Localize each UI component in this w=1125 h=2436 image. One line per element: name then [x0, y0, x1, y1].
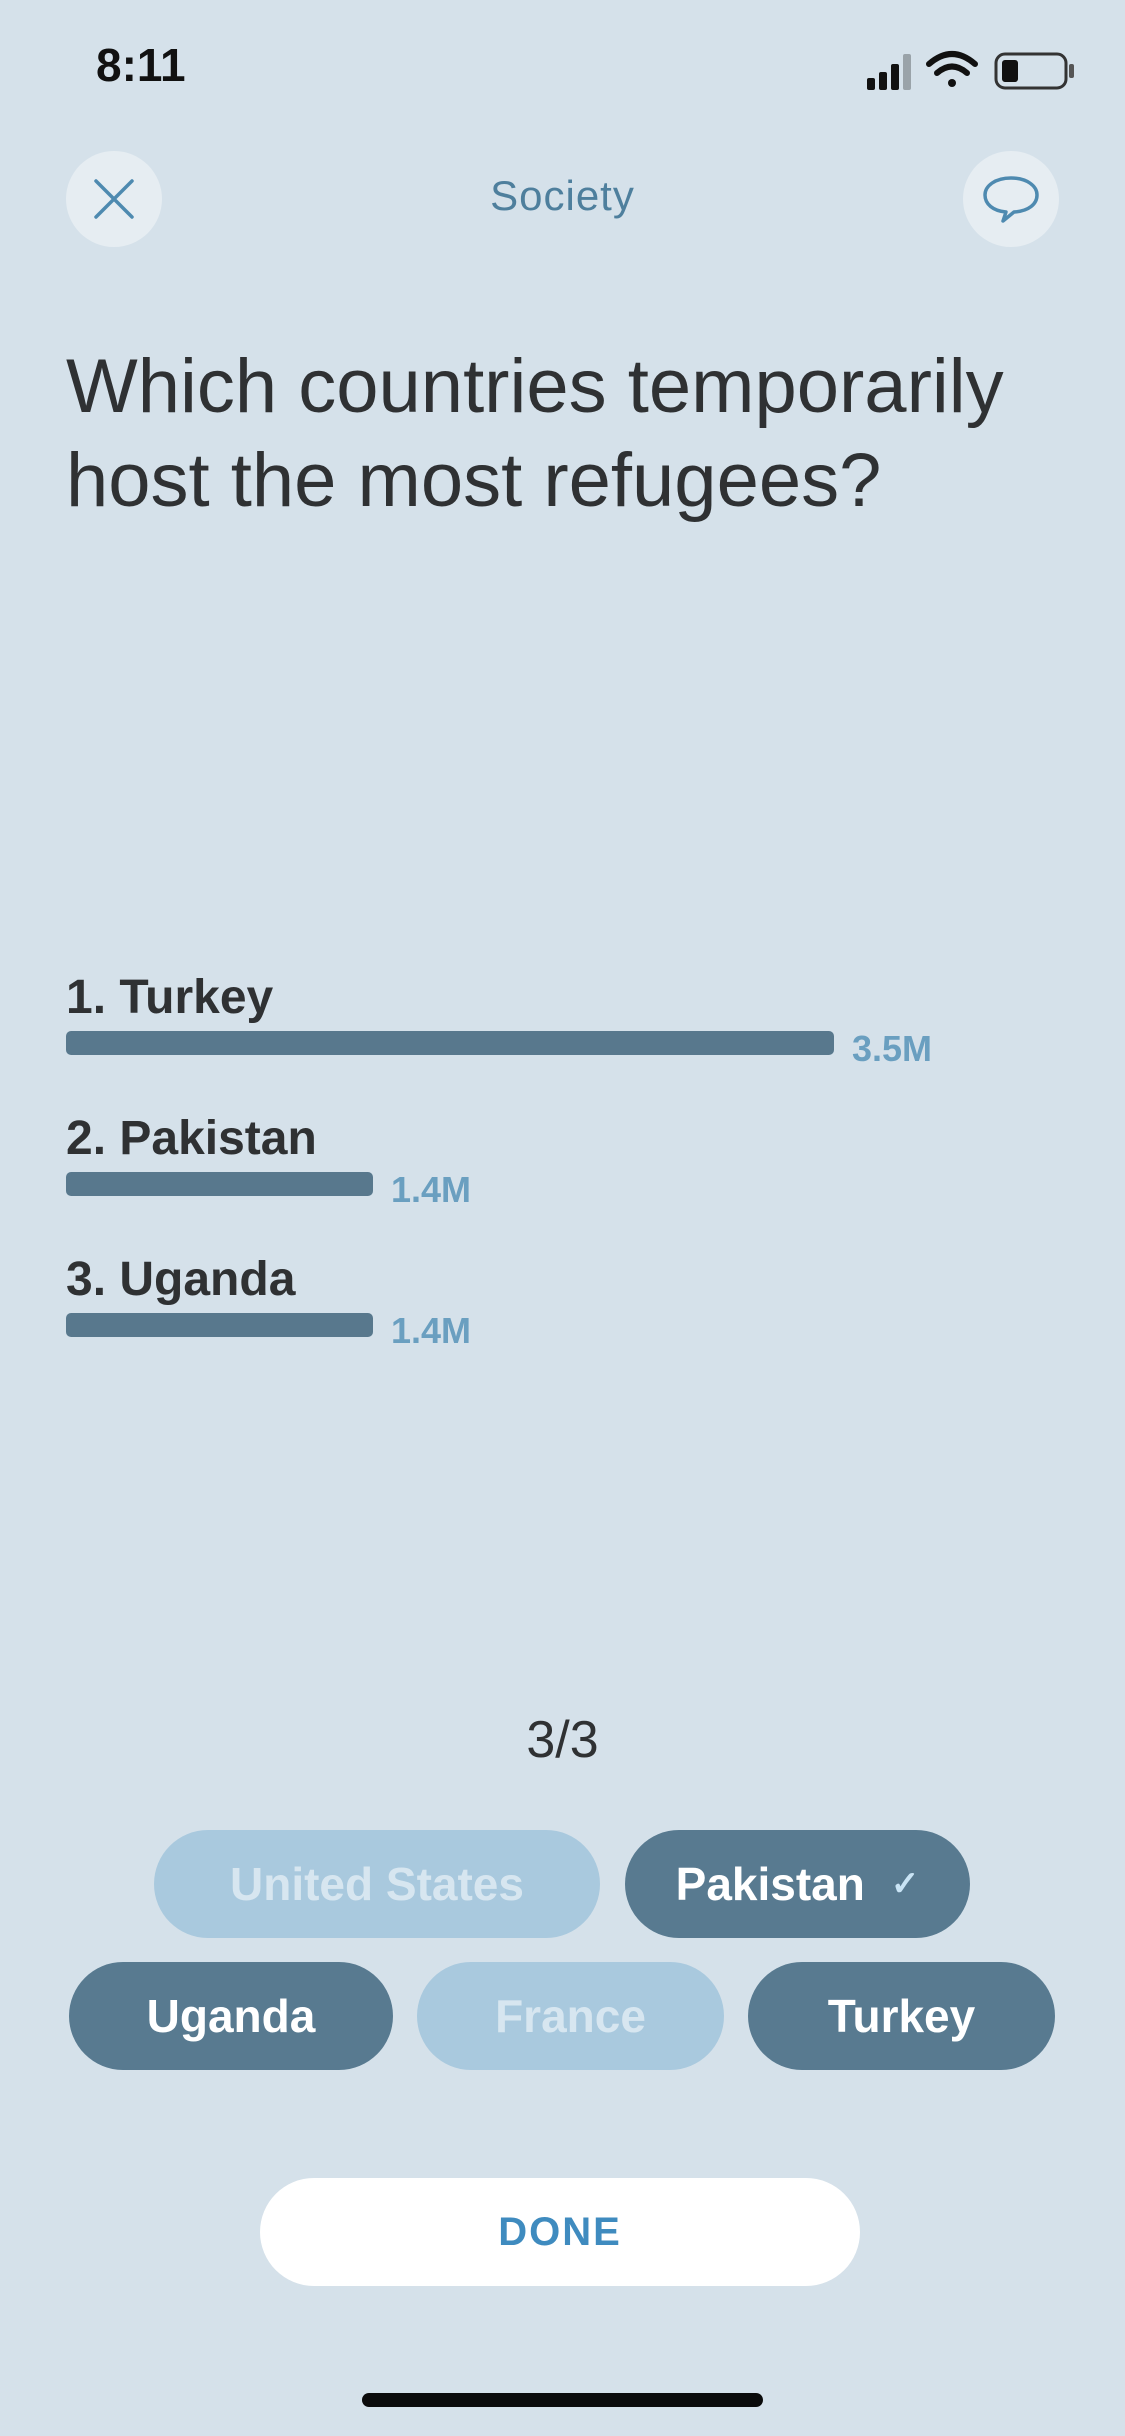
option-chip-uganda[interactable]: Uganda	[69, 1962, 393, 2070]
progress-counter: 3/3	[526, 1711, 599, 1769]
rank-row: 2. Pakistan 1.4M	[66, 1111, 1066, 1252]
rank-value: 1.4M	[391, 1310, 472, 1351]
option-label: France	[495, 1990, 646, 2042]
option-label: Turkey	[827, 1990, 976, 2042]
status-icons	[867, 51, 1074, 90]
battery-icon	[994, 52, 1074, 90]
ranking-chart: 1. Turkey 3.5M 2. Pakistan 1.4M 3. Ugand…	[66, 970, 1066, 1393]
question-text: Which countries temporarily host the mos…	[66, 344, 1004, 523]
rank-value: 1.4M	[391, 1169, 472, 1210]
home-indicator	[362, 2393, 763, 2407]
rank-bar	[66, 1172, 373, 1196]
rank-bar	[66, 1313, 373, 1337]
rank-row: 3. Uganda 1.4M	[66, 1252, 1066, 1393]
page-title: Society	[490, 172, 635, 219]
rank-label: 3. Uganda	[66, 1253, 296, 1306]
option-chip-pakistan[interactable]: Pakistan ✓	[625, 1830, 970, 1938]
status-time: 8:11	[96, 39, 186, 91]
rank-label: 2. Pakistan	[66, 1112, 317, 1165]
rank-bar	[66, 1031, 834, 1055]
rank-label: 1. Turkey	[66, 971, 274, 1024]
close-button[interactable]	[66, 151, 162, 247]
option-label: Pakistan	[675, 1858, 865, 1910]
option-chip-turkey[interactable]: Turkey	[748, 1962, 1055, 2070]
rank-row: 1. Turkey 3.5M	[66, 970, 1066, 1111]
done-button[interactable]: DONE	[260, 2178, 860, 2286]
rank-value: 3.5M	[852, 1028, 933, 1069]
cellular-signal-icon	[867, 54, 911, 90]
option-label: United States	[230, 1858, 524, 1910]
close-icon	[94, 179, 134, 219]
comments-button[interactable]	[963, 151, 1059, 247]
checkmark-icon: ✓	[890, 1865, 920, 1903]
speech-bubble-icon	[983, 176, 1039, 223]
option-chip-united-states[interactable]: United States	[154, 1830, 600, 1938]
option-label: Uganda	[146, 1990, 316, 2042]
wifi-icon	[926, 51, 978, 87]
option-chip-france[interactable]: France	[417, 1962, 724, 2070]
